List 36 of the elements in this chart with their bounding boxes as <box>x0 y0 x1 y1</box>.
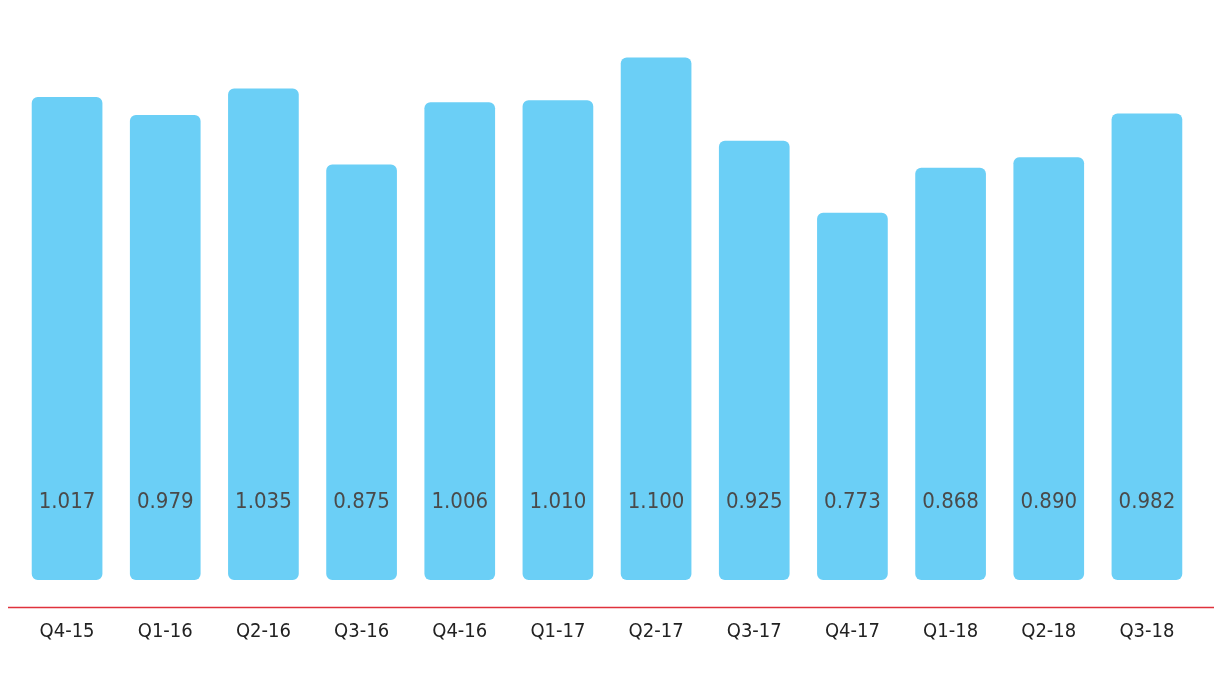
x-tick-label: Q1-16 <box>137 618 193 643</box>
x-tick-label: Q1-18 <box>923 618 979 643</box>
data-label: 0.925 <box>725 487 783 513</box>
x-tick-label: Q4-15 <box>39 618 95 643</box>
data-label: 0.868 <box>922 487 979 513</box>
bar <box>1013 157 1085 580</box>
bar <box>228 88 299 580</box>
x-tick-label: Q4-16 <box>432 618 488 643</box>
x-tick-label: Q3-17 <box>726 618 782 643</box>
data-label: 0.982 <box>1118 487 1176 513</box>
x-tick-label: Q2-17 <box>628 618 684 643</box>
data-label: 1.100 <box>627 487 685 513</box>
bar <box>129 114 201 580</box>
data-label: 1.006 <box>431 487 489 513</box>
bar <box>620 57 692 580</box>
x-tick-label: Q3-18 <box>1119 618 1175 643</box>
x-tick-label: Q4-17 <box>824 618 880 643</box>
bar <box>326 164 397 580</box>
data-label: 1.017 <box>38 487 96 513</box>
bar <box>31 96 103 580</box>
bar <box>915 167 986 580</box>
bar <box>718 140 790 580</box>
data-label: 0.979 <box>136 487 194 513</box>
bar <box>522 100 594 580</box>
data-label: 0.890 <box>1020 487 1078 513</box>
x-tick-label: Q3-16 <box>334 618 390 643</box>
bar <box>424 102 496 580</box>
data-label: 0.773 <box>824 487 881 513</box>
data-label: 1.035 <box>235 487 292 513</box>
data-label: 0.875 <box>333 487 390 513</box>
x-tick-label: Q1-17 <box>530 618 586 643</box>
x-tick-label: Q2-16 <box>235 618 291 643</box>
x-tick-label: Q2-18 <box>1021 618 1077 643</box>
bar <box>817 212 888 580</box>
data-label: 1.010 <box>529 487 587 513</box>
bar <box>1111 113 1183 580</box>
